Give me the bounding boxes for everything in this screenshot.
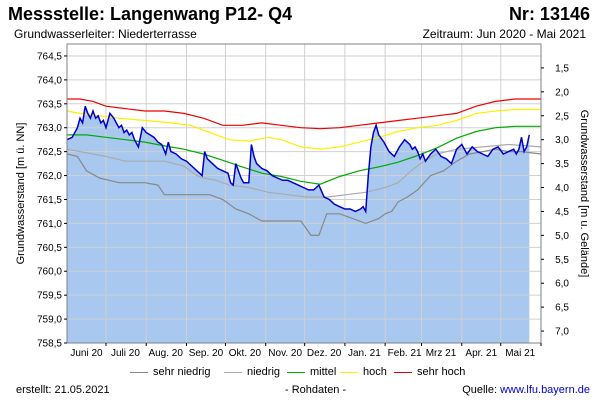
y2-tick-label-8: 5,5 [555, 255, 569, 266]
y-tick-label-11: 759,0 [37, 315, 62, 326]
chart-legend: sehr niedrig niedrig mittel hoch sehr hoch [0, 366, 600, 380]
y2-tick-label-5: 4,0 [555, 183, 569, 194]
y2-tick-label-4: 3,5 [555, 159, 569, 170]
x-tick-label-0: Juni 20 [70, 348, 103, 359]
series-sehr-niedrig [66, 148, 542, 236]
data-note: - Rohdaten - [285, 384, 347, 396]
y2-axis-title: Grundwasserstand [m u. Gelände] [578, 110, 590, 278]
y2-tick-label-9: 6,0 [555, 279, 569, 290]
y-tick-label-3: 763,0 [37, 123, 62, 134]
x-tick-label-6: Dez. 20 [307, 348, 342, 359]
y2-tick-label-1: 2,0 [555, 87, 569, 98]
y2-tick-label-0: 1,5 [555, 63, 569, 74]
y-tick-label-5: 762,0 [37, 171, 62, 182]
period-label: Zeitraum: Jun 2020 - Mai 2021 [422, 27, 586, 41]
legend-item-niedrig: niedrig [224, 366, 280, 378]
y-tick-label-8: 760,5 [37, 243, 62, 254]
y2-tick-label-2: 2,5 [555, 111, 569, 122]
x-tick-label-3: Sep. 20 [189, 348, 224, 359]
source-link[interactable]: www.lfu.bayern.de [500, 384, 590, 396]
x-tick-label-10: Apr. 21 [465, 348, 497, 359]
source-label: Quelle: [462, 384, 501, 396]
x-tick-label-11: Mai 21 [505, 348, 535, 359]
y-tick-label-12: 758,5 [37, 339, 62, 350]
x-tick-label-7: Jan. 21 [348, 348, 381, 359]
x-tick-label-9: Mrz 21 [426, 348, 457, 359]
legend-swatch-niedrig [224, 371, 242, 373]
y-tick-label-6: 761,5 [37, 195, 62, 206]
legend-label-niedrig: niedrig [247, 366, 281, 378]
series-mittel [67, 125, 541, 185]
y2-tick-label-10: 6,5 [555, 303, 569, 314]
legend-label-sehr-niedrig: sehr niedrig [153, 366, 211, 378]
legend-item-sehr-hoch: sehr hoch [394, 366, 465, 378]
y-tick-label-9: 760,0 [37, 267, 62, 278]
y-tick-label-1: 764,0 [37, 75, 62, 86]
x-tick-label-4: Okt. 20 [229, 348, 262, 359]
y2-tick-label-3: 3,0 [555, 135, 569, 146]
y-tick-label-0: 764,5 [37, 51, 62, 62]
legend-swatch-sehr-niedrig [130, 371, 148, 373]
series-measured [66, 105, 531, 214]
plot-frame [66, 43, 542, 344]
legend-swatch-mittel [287, 371, 305, 373]
page-title: Messstelle: Langenwang P12- Q4 [8, 4, 293, 24]
source: Quelle: www.lfu.bayern.de [462, 384, 590, 396]
x-tick-label-2: Aug. 20 [148, 348, 183, 359]
legend-swatch-sehr-hoch [394, 371, 412, 373]
y2-tick-label-7: 5,0 [555, 231, 569, 242]
y-tick-label-2: 763,5 [37, 99, 62, 110]
series-hoch [66, 108, 541, 150]
legend-label-mittel: mittel [310, 366, 337, 378]
x-tick-label-1: Juli 20 [111, 348, 140, 359]
y-tick-label-4: 762,5 [37, 147, 62, 158]
created-date: erstellt: 21.05.2021 [16, 384, 110, 396]
station-number: Nr: 13146 [508, 4, 590, 24]
legend-item-mittel: mittel [287, 366, 336, 378]
y-tick-label-7: 761,0 [37, 219, 62, 230]
legend-item-sehr-niedrig: sehr niedrig [130, 366, 210, 378]
y-axis-title: Grundwasserstand [m ü. NN] [15, 123, 27, 265]
legend-label-hoch: hoch [363, 366, 387, 378]
x-tick-label-5: Nov. 20 [268, 348, 302, 359]
aquifer-label: Grundwasserleiter: Niederterrasse [14, 27, 197, 41]
y2-tick-label-11: 7,0 [555, 327, 569, 338]
legend-label-sehr-hoch: sehr hoch [417, 366, 466, 378]
series-sehr-hoch [67, 98, 541, 130]
legend-swatch-hoch [340, 371, 358, 373]
y2-tick-label-6: 4,5 [555, 207, 569, 218]
legend-item-hoch: hoch [340, 366, 387, 378]
x-tick-label-8: Feb. 21 [388, 348, 422, 359]
series-niedrig [66, 143, 542, 198]
y-tick-label-10: 759,5 [37, 291, 62, 302]
